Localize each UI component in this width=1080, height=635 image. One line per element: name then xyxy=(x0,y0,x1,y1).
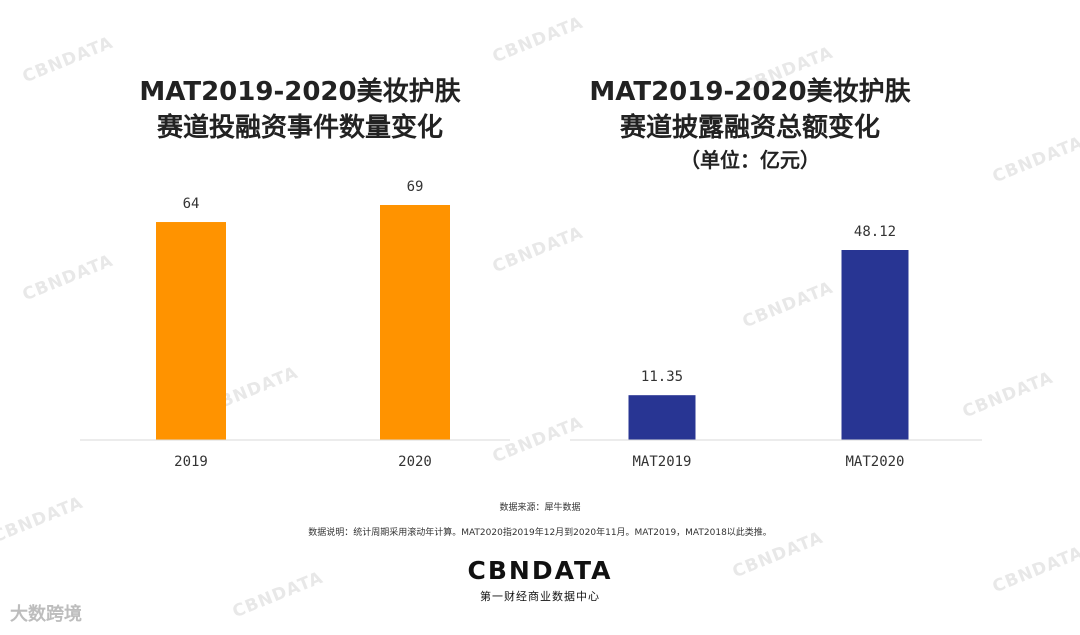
data-source: 数据来源：犀牛数据 xyxy=(499,503,581,513)
bar-mat2019 xyxy=(628,395,696,440)
data-label: 64 xyxy=(183,196,200,212)
logo-subtitle: 第一财经商业数据中心 xyxy=(480,590,600,603)
chart-subtitle: （单位：亿元） xyxy=(680,148,820,172)
chart-title-line: 赛道披露融资总额变化 xyxy=(619,113,880,143)
x-tick-label: MAT2020 xyxy=(845,454,904,470)
x-tick-label: 2020 xyxy=(398,454,432,470)
charts-canvas: 64 2019 69 2020 11.35 MAT2019 48.12 MAT2020 xyxy=(80,179,982,470)
chart-title-line: MAT2019-2020美妆护肤 xyxy=(139,77,461,107)
chart-title-line: MAT2019-2020美妆护肤 xyxy=(589,77,911,107)
bar-chart-funding-amount: 11.35 MAT2019 48.12 MAT2020 xyxy=(570,224,982,470)
bar-chart-deal-count: 64 2019 69 2020 xyxy=(80,179,510,470)
data-note: 数据说明：统计周期采用滚动年计算。MAT2020指2019年12月到2020年1… xyxy=(308,528,772,538)
platform-watermark: 大数跨境 xyxy=(10,604,82,625)
data-label: 11.35 xyxy=(641,369,683,385)
bar-2020 xyxy=(380,205,450,440)
chart-title-line: 赛道投融资事件数量变化 xyxy=(156,113,443,143)
data-label: 48.12 xyxy=(854,224,896,240)
bar-mat2020 xyxy=(841,250,909,440)
chart-title-right: MAT2019-2020美妆护肤 赛道披露融资总额变化 （单位：亿元） xyxy=(560,74,940,174)
x-tick-label: 2019 xyxy=(174,454,208,470)
bar-2019 xyxy=(156,222,226,440)
chart-title-left: MAT2019-2020美妆护肤 赛道投融资事件数量变化 xyxy=(110,74,490,146)
x-tick-label: MAT2019 xyxy=(632,454,691,470)
cbndata-logo: CBNDATA xyxy=(467,556,613,585)
data-label: 69 xyxy=(407,179,424,195)
